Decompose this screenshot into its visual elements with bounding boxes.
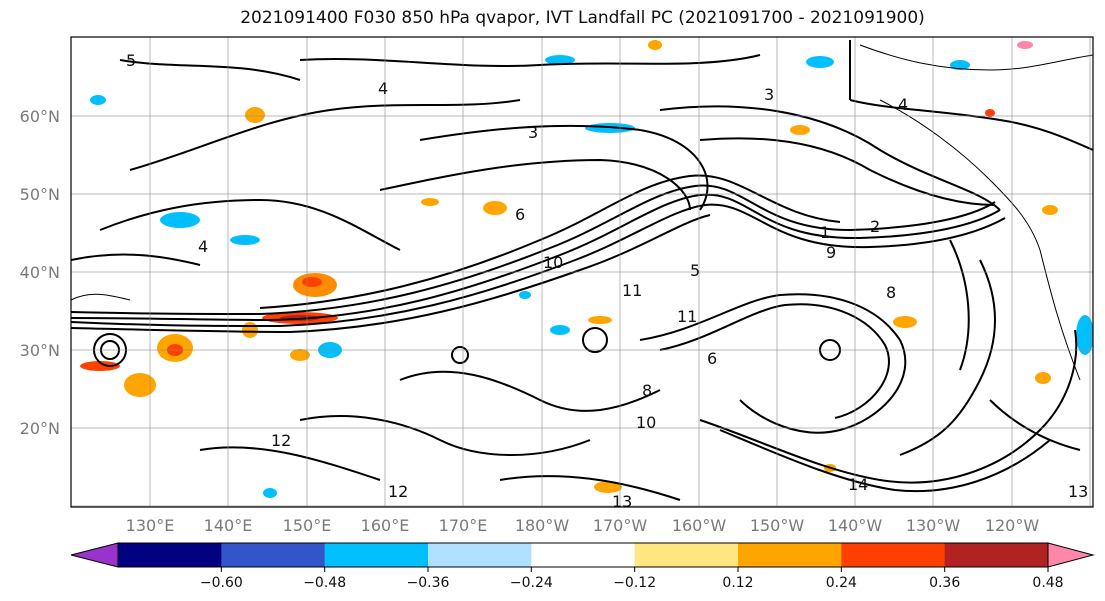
contour-label: 3 [764,85,774,104]
contour-label: 5 [126,51,136,70]
colorbar-segment [531,543,636,567]
contour-labels: 5 6 4 3 4 3 1 4 2 9 10 11 11 8 6 5 8 12 … [126,51,1088,511]
contour-label: 4 [898,95,908,114]
latitude-labels: 60°N 50°N 40°N 30°N 20°N [20,107,60,438]
colorbar-tick-label: −0.24 [510,575,553,591]
contour-label: 8 [642,381,652,400]
contour-label: 6 [707,349,717,368]
colorbar-segment [428,543,532,567]
contour-label: 12 [388,482,408,501]
ivt-contours [71,40,1093,501]
colorbar-segment [634,543,739,567]
colorbar-tick-label: −0.36 [407,575,450,591]
colorbar-frame [117,542,1049,568]
contour-label: 12 [271,431,291,450]
colorbar-segment [324,543,429,567]
gridlines [71,36,1093,507]
coastlines [71,44,1093,381]
contour-label: 6 [515,205,525,224]
contour-label: 5 [690,261,700,280]
lon-label: 130°W [906,516,961,535]
contour-label: 10 [543,253,563,272]
colorbar-segment [944,543,1049,567]
lon-label: 160°E [361,516,410,535]
lat-label: 60°N [20,107,60,126]
colorbar-extend-low [70,542,119,568]
lat-label: 30°N [20,341,60,360]
contour-label: 11 [622,281,642,300]
contour-label: 3 [528,123,538,142]
lon-label: 140°E [204,516,253,535]
lat-label: 50°N [20,185,60,204]
lon-label: 150°W [750,516,805,535]
lon-label: 140°W [828,516,883,535]
lon-label: 160°W [672,516,727,535]
contour-label: 4 [198,237,208,256]
contour-label: 13 [1068,482,1088,501]
colorbar-tick-label: −0.48 [303,575,346,591]
lon-label: 170°E [439,516,488,535]
longitude-labels: 130°E 140°E 150°E 160°E 170°E 180°W 170°… [126,516,1040,535]
colorbar-segment [841,543,946,567]
lon-label: 150°E [283,516,332,535]
colorbar-tick-label: 0.12 [722,575,753,591]
contour-label: 4 [378,79,388,98]
colorbar-segment [738,543,842,567]
colorbar-segment [221,543,326,567]
lon-label: 130°E [126,516,175,535]
colorbar-tick-label: 0.48 [1032,575,1063,591]
colorbar-tick-label: 0.36 [929,575,960,591]
lon-label: 120°W [985,516,1040,535]
map-frame [70,36,1094,508]
contour-label: 1 [820,223,830,242]
colorbar-tick-label: −0.12 [613,575,656,591]
lon-label: 170°W [593,516,648,535]
contour-label: 8 [886,283,896,302]
contour-label: 10 [636,413,656,432]
contour-label: 2 [870,217,880,236]
contour-label: 9 [826,243,836,262]
colorbar-segment [118,543,222,567]
contour-label: 11 [677,307,697,326]
lat-label: 20°N [20,419,60,438]
contour-label: 13 [612,492,632,511]
colorbar-extend-high [1047,542,1095,568]
colorbar-tick-label: −0.60 [200,575,243,591]
lon-label: 180°W [515,516,570,535]
lat-label: 40°N [20,263,60,282]
colorbar-tick-label: 0.24 [826,575,857,591]
contour-label: 14 [848,475,868,494]
map-title: 2021091400 F030 850 hPa qvapor, IVT Land… [240,8,925,28]
colorbar: −0.60 −0.48 −0.36 −0.24 −0.12 0.12 0.24 0.36 0.4… [70,542,1095,591]
